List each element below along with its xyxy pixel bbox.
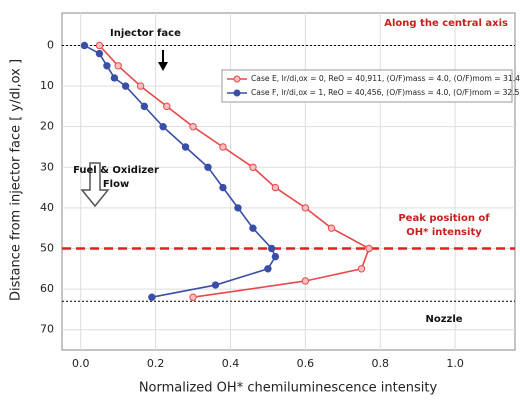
x-tick-label: 0.8 <box>371 357 389 370</box>
x-tick-label: 0.4 <box>222 357 240 370</box>
y-tick-label: 0 <box>47 38 54 51</box>
y-tick-label: 60 <box>40 282 54 295</box>
annotation: OH* intensity <box>406 227 482 238</box>
marker <box>219 143 227 151</box>
legend-label: Case F, lr/di,ox = 1, ReO = 40,456, (O/F… <box>251 88 520 97</box>
marker <box>271 183 280 192</box>
marker <box>365 244 373 253</box>
y-tick-label: 40 <box>40 201 54 214</box>
marker <box>163 102 171 111</box>
marker <box>267 244 276 253</box>
legend-label: Case E, lr/di,ox = 0, ReO = 40,911, (O/F… <box>251 74 520 83</box>
marker <box>159 122 167 131</box>
y-tick-label: 70 <box>40 323 54 336</box>
y-tick-label: 20 <box>40 120 54 133</box>
x-axis-label: Normalized OH* chemiluminescence intensi… <box>139 381 438 396</box>
x-tick-label: 0.2 <box>147 357 165 370</box>
marker <box>110 74 119 82</box>
annotation: Injector face <box>110 28 181 39</box>
annotation: Along the central axis <box>384 18 508 29</box>
flow-arrow <box>80 162 110 208</box>
marker <box>121 82 130 90</box>
marker <box>148 293 156 301</box>
marker <box>189 122 197 131</box>
annotation: Nozzle <box>425 314 462 325</box>
marker <box>301 204 310 212</box>
marker <box>95 49 104 58</box>
x-tick-label: 0.0 <box>72 357 90 370</box>
y-tick-label: 30 <box>40 160 54 173</box>
marker <box>271 252 280 261</box>
marker <box>114 62 122 70</box>
plot-area <box>61 12 516 351</box>
marker <box>249 224 257 232</box>
marker <box>103 62 111 70</box>
marker <box>181 143 190 151</box>
marker <box>234 204 242 212</box>
x-tick-label: 0.6 <box>297 357 315 370</box>
legend-box <box>221 69 513 103</box>
y-tick-label: 50 <box>40 241 54 254</box>
arrow-head <box>158 62 168 71</box>
y-axis-label: Distance from injector face [ y/dl,ox ] <box>9 59 24 301</box>
marker <box>264 265 272 273</box>
marker <box>219 183 227 192</box>
marker <box>80 41 89 50</box>
marker <box>211 281 220 289</box>
legend-marker <box>233 75 241 83</box>
annotation: Flow <box>103 179 129 190</box>
annotation: Peak position of <box>398 213 490 224</box>
marker <box>327 224 336 232</box>
annotation: Fuel & Oxidizer <box>73 165 159 176</box>
marker <box>136 82 145 90</box>
legend-marker <box>233 89 241 97</box>
marker <box>95 41 104 50</box>
y-tick-label: 10 <box>40 79 54 92</box>
marker <box>357 265 366 273</box>
marker <box>204 163 212 171</box>
marker <box>189 293 197 301</box>
x-tick-label: 1.0 <box>446 357 464 370</box>
marker <box>140 102 149 111</box>
marker <box>301 277 310 285</box>
marker <box>249 163 257 171</box>
